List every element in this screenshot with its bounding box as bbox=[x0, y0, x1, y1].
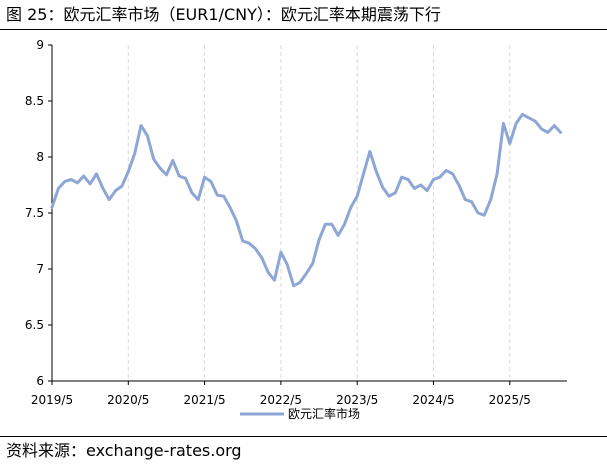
x-tick-label: 2024/5 bbox=[412, 393, 454, 407]
x-tick-label: 2022/5 bbox=[260, 393, 302, 407]
y-tick-label: 6.5 bbox=[25, 318, 44, 332]
y-tick-label: 7 bbox=[36, 262, 44, 276]
series-line bbox=[50, 112, 563, 288]
chart-title: 图 25：欧元汇率市场（EUR1/CNY）：欧元汇率本期震荡下行 bbox=[6, 5, 441, 24]
series-group bbox=[50, 112, 563, 288]
legend-label: 欧元汇率市场 bbox=[288, 406, 360, 421]
x-tick-label: 2023/5 bbox=[336, 393, 378, 407]
source-note: 资料来源：exchange-rates.org bbox=[6, 441, 242, 460]
gridlines bbox=[51, 45, 511, 381]
y-tick-labels: 6 6.5 7 7.5 8 8.5 9 bbox=[25, 38, 44, 388]
x-tick-labels: 2019/5 2020/5 2021/5 2022/5 2023/5 2024/5 2025… bbox=[31, 393, 531, 407]
y-tick-label: 6 bbox=[36, 374, 44, 388]
y-tick-label: 9 bbox=[36, 38, 44, 52]
x-tick-label: 2025/5 bbox=[489, 393, 531, 407]
legend: 欧元汇率市场 bbox=[240, 406, 360, 421]
top-rule bbox=[0, 29, 607, 30]
x-tick-label: 2021/5 bbox=[183, 393, 225, 407]
x-tick-label: 2019/5 bbox=[31, 393, 73, 407]
line-chart: 66.577.588.59 2019/5 2020/5 2021/5 2022/5 20… bbox=[25, 38, 567, 421]
bottom-rule bbox=[0, 436, 607, 437]
x-tick-label: 2020/5 bbox=[107, 393, 149, 407]
y-tick-label: 7.5 bbox=[25, 206, 44, 220]
axes bbox=[48, 44, 567, 385]
y-tick-label: 8 bbox=[36, 150, 44, 164]
y-tick-label: 8.5 bbox=[25, 94, 44, 108]
